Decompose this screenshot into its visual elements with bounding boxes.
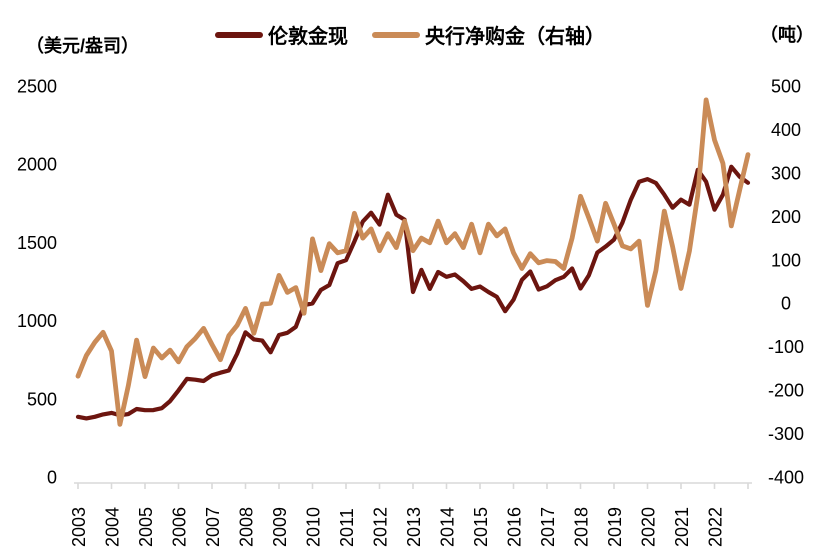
x-axis-year-label: 2015 — [471, 507, 491, 547]
series-line-gold-price — [75, 164, 751, 421]
series-line-central-bank-purchases — [75, 97, 751, 427]
x-axis-year-label: 2014 — [438, 507, 458, 547]
x-axis-year-label: 2011 — [337, 508, 357, 547]
right-axis-unit-label: （吨） — [760, 25, 814, 45]
x-axis-year-label: 2010 — [304, 507, 324, 547]
left-axis-tick-label: 2000 — [17, 155, 57, 175]
legend-label-gold: 伦敦金现 — [268, 26, 348, 48]
x-axis-year-label: 2007 — [203, 507, 223, 547]
right-axis-tick-label: 0 — [781, 294, 791, 314]
x-axis-year-label: 2008 — [237, 507, 257, 547]
x-axis-year-label: 2006 — [170, 507, 190, 547]
right-axis-tick-label: 500 — [771, 77, 801, 97]
right-axis-tick-label: -200 — [768, 381, 804, 401]
x-axis-year-label: 2009 — [270, 507, 290, 547]
legend-item-central-bank: 央行净购金（右轴） — [372, 20, 605, 49]
x-axis-year-label: 2005 — [136, 507, 156, 547]
right-axis-tick-label: 200 — [771, 207, 801, 227]
x-axis-year-label: 2003 — [69, 507, 89, 547]
legend: 伦敦金现 央行净购金（右轴） — [215, 20, 605, 49]
right-axis-tick-label: -400 — [768, 468, 804, 488]
legend-swatch-gold-icon — [215, 31, 263, 38]
legend-swatch-central-bank-icon — [372, 31, 420, 38]
left-axis-tick-label: 2500 — [17, 77, 57, 97]
x-axis-year-label: 2020 — [639, 507, 659, 547]
right-axis-tick-label: 400 — [771, 120, 801, 140]
x-axis-year-label: 2012 — [371, 507, 391, 547]
left-axis-tick-label: 1500 — [17, 233, 57, 253]
x-axis-year-label: 2019 — [605, 507, 625, 547]
x-axis-year-label: 2004 — [103, 507, 123, 547]
right-axis-tick-label: 100 — [771, 250, 801, 270]
legend-label-central-bank: 央行净购金（右轴） — [425, 26, 605, 48]
right-axis-tick-label: 300 — [771, 163, 801, 183]
right-axis-tick-label: -300 — [768, 424, 804, 444]
left-axis-tick-label: 500 — [27, 389, 57, 409]
x-axis-year-label: 2018 — [572, 507, 592, 547]
left-axis-tick-label: 0 — [47, 468, 57, 488]
left-axis-tick-label: 1000 — [17, 311, 57, 331]
x-axis-year-label: 2017 — [538, 507, 558, 547]
right-axis-tick-label: -100 — [768, 337, 804, 357]
x-axis-year-label: 2021 — [672, 507, 692, 547]
left-axis-unit-label: （美元/盎司） — [26, 36, 140, 56]
legend-item-gold: 伦敦金现 — [215, 20, 348, 49]
x-axis-year-label: 2013 — [404, 507, 424, 547]
x-axis-year-label: 2022 — [706, 507, 726, 547]
x-axis-year-label: 2016 — [505, 507, 525, 547]
